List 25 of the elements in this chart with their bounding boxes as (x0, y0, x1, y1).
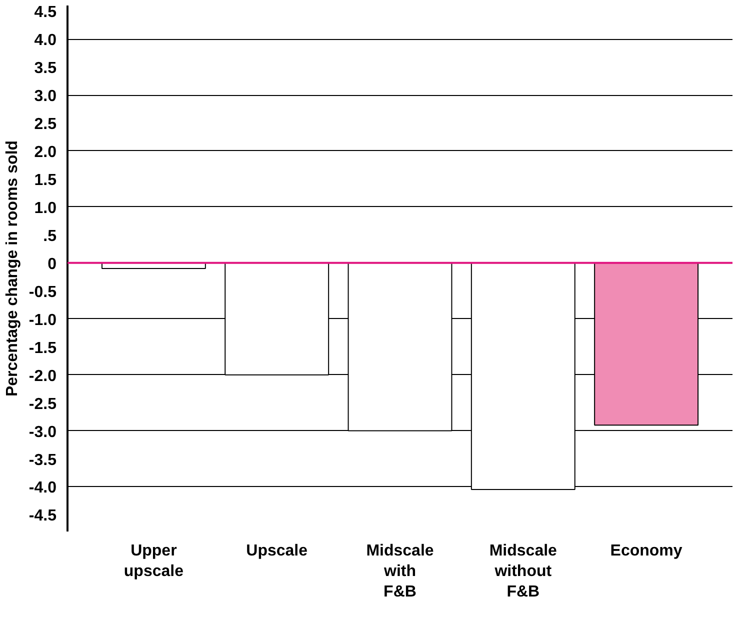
y-tick-label: -1.0 (28, 312, 57, 329)
y-tick-label: 3.0 (34, 88, 57, 106)
y-tick-label: 2.5 (34, 116, 57, 134)
x-tick-label: Upscale (246, 542, 308, 560)
x-tick-label: Upper upscale (124, 542, 184, 580)
y-tick-label: 4.5 (34, 4, 57, 22)
y-tick-label: -1.5 (28, 340, 57, 357)
y-tick-label: .5 (43, 228, 57, 245)
y-tick-label: 4.0 (34, 32, 57, 50)
y-tick-label: 1.0 (34, 200, 57, 217)
x-tick-label: Economy (610, 542, 682, 560)
x-tick-label: Midscale without F&B (489, 542, 558, 600)
y-tick-label: -3.0 (28, 424, 57, 441)
y-tick-label: -2.5 (28, 396, 57, 413)
y-tick-label: 1.5 (34, 172, 57, 189)
y-tick-label: 2.0 (34, 144, 57, 161)
y-tick-label: -4.0 (28, 480, 57, 497)
y-tick-label: -4.5 (28, 508, 57, 525)
x-tick-label: Midscale with F&B (366, 542, 434, 600)
y-tick-label: 3.5 (34, 60, 57, 78)
y-tick-label: -0.5 (28, 284, 57, 301)
y-axis-title: Percentage change in rooms sold (4, 140, 21, 397)
y-tick-label: -3.5 (28, 452, 57, 469)
y-tick-label: 0 (48, 256, 57, 273)
y-tick-label: -2.0 (28, 368, 57, 385)
